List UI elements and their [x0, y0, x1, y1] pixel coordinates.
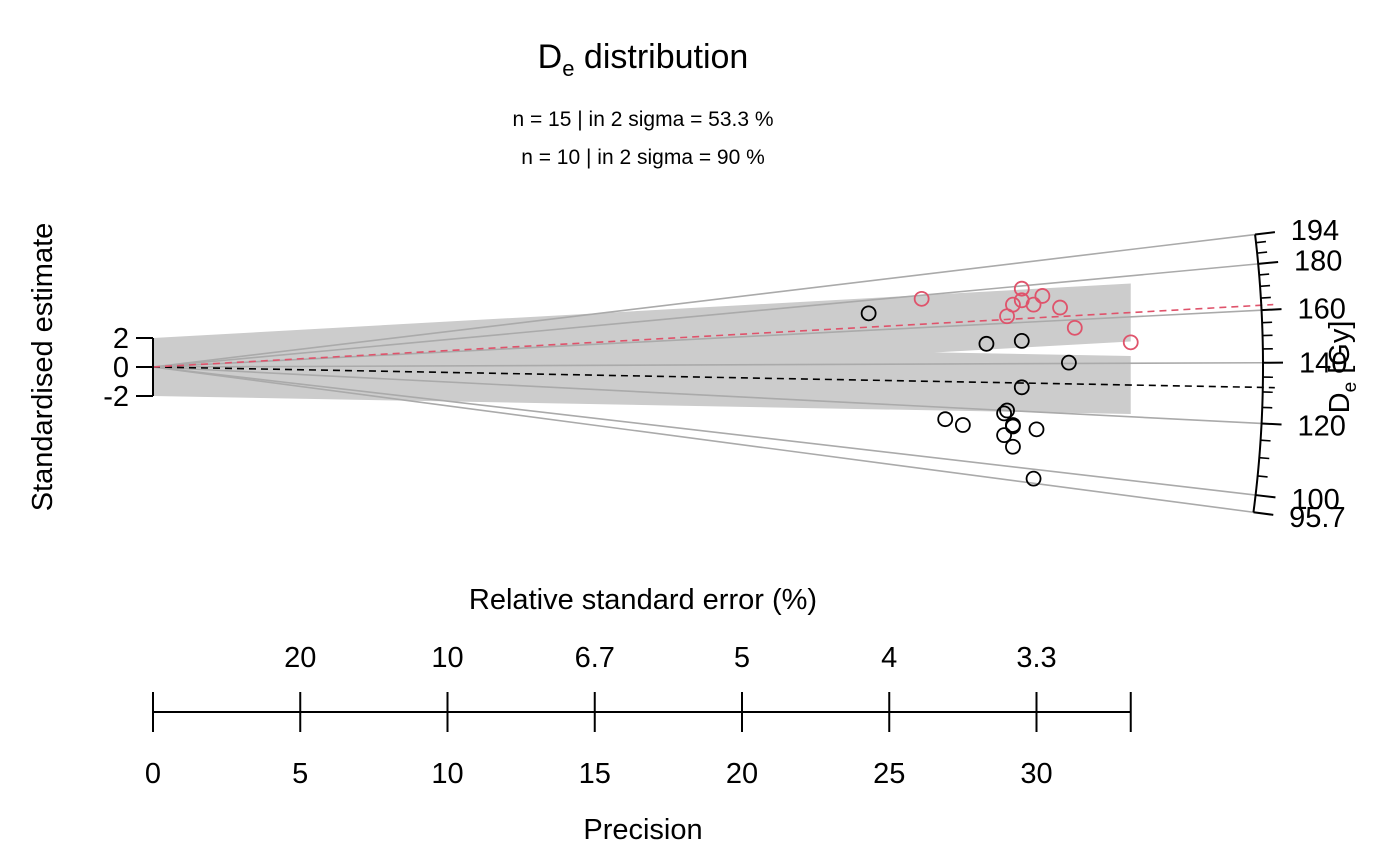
- data-point: [937, 411, 954, 428]
- central-value-lines: [152, 303, 1275, 389]
- de-tick-label: 100: [1291, 484, 1339, 516]
- y-tick-label: 2: [113, 323, 129, 355]
- de-tick-minor: [1257, 251, 1268, 254]
- de-tick-label: 194: [1291, 215, 1339, 247]
- standardised-axis: 20-2: [103, 323, 154, 413]
- reference-line-160: [152, 309, 1262, 368]
- de-tick-minor: [1260, 439, 1271, 442]
- z-axis-label: De [Gy]: [1324, 321, 1361, 414]
- data-point: [954, 417, 971, 433]
- title-rest: distribution: [574, 38, 748, 76]
- rse-tick-label: 10: [431, 642, 463, 674]
- chart-title: De distribution: [538, 38, 749, 81]
- reference-line-120: [152, 366, 1262, 425]
- data-point: [999, 402, 1015, 419]
- x-tick-label: 15: [579, 758, 611, 790]
- x-tick-label: 10: [431, 758, 463, 790]
- data-point: [1005, 438, 1021, 455]
- y-tick-label: -2: [103, 381, 129, 413]
- data-point: [1028, 421, 1045, 438]
- data-point: [1013, 332, 1030, 349]
- band-group-2: [153, 283, 1131, 396]
- de-tick-label: 95.7: [1289, 502, 1345, 534]
- x-tick-label: 5: [292, 758, 308, 790]
- data-point: [913, 290, 930, 307]
- data-point: [1066, 319, 1083, 336]
- de-tick-major: [1254, 231, 1276, 236]
- precision-axis-label: Precision: [583, 814, 702, 846]
- de-tick-major: [1258, 261, 1279, 265]
- de-arc: [1252, 234, 1264, 513]
- rse-axis-label: Relative standard error (%): [469, 584, 817, 616]
- data-point: [996, 427, 1013, 444]
- data-point: [999, 308, 1015, 325]
- de-tick-minor: [1260, 284, 1271, 288]
- rse-tick-label: 3.3: [1016, 642, 1056, 674]
- y-tick-label: 0: [113, 352, 129, 384]
- data-point: [978, 335, 995, 352]
- reference-line-140: [152, 361, 1263, 368]
- data-point: [996, 405, 1013, 422]
- reference-lines: [152, 233, 1263, 514]
- de-tick-major: [1253, 511, 1274, 516]
- de-tick-label: 180: [1294, 246, 1342, 278]
- central-line-group-1: [152, 366, 1275, 389]
- title-main: D: [538, 38, 563, 76]
- data-point: [1025, 296, 1042, 313]
- z-label-rest: [Gy]: [1324, 321, 1356, 382]
- de-tick-minor: [1255, 240, 1267, 244]
- de-tick-major: [1261, 308, 1282, 312]
- data-point: [1005, 418, 1021, 435]
- reference-line-95.7: [152, 366, 1254, 514]
- rse-tick-label: 5: [734, 642, 750, 674]
- reference-line-194: [152, 233, 1256, 368]
- de-tick-minor: [1259, 456, 1270, 460]
- data-point: [1034, 288, 1051, 304]
- rse-tick-label: 20: [284, 642, 316, 674]
- data-point: [1122, 334, 1139, 351]
- de-tick-minor: [1260, 296, 1271, 299]
- data-point: [1052, 299, 1068, 316]
- central-line-group-2: [152, 303, 1274, 368]
- z-label-subscript: e: [1340, 382, 1361, 393]
- de-tick-minor: [1257, 475, 1268, 478]
- x-tick-label: 20: [726, 758, 758, 790]
- title-subscript: e: [562, 56, 574, 81]
- rse-tick-label: 4: [881, 642, 897, 674]
- de-tick-major: [1255, 494, 1276, 499]
- x-tick-label: 25: [873, 758, 905, 790]
- x-tick-label: 30: [1020, 758, 1052, 790]
- data-point: [1013, 280, 1030, 297]
- data-point: [860, 305, 877, 322]
- reference-line-180: [152, 263, 1259, 368]
- de-tick-label: 120: [1298, 410, 1346, 442]
- de-tick-label: 140: [1299, 348, 1347, 380]
- stats-group2: n = 10 | in 2 sigma = 90 %: [521, 146, 765, 169]
- stats-group1: n = 15 | in 2 sigma = 53.3 %: [512, 108, 773, 131]
- precision-axis: 0 5 10 15 20 25 30 20 10 6.7 5 4 3.3: [145, 642, 1132, 790]
- data-point: [1060, 354, 1077, 371]
- z-label-main: D: [1324, 392, 1356, 413]
- x-tick-label: 0: [145, 758, 161, 790]
- reference-line-100: [152, 366, 1256, 496]
- data-point: [1013, 379, 1030, 396]
- data-point: [1025, 470, 1042, 487]
- de-tick-minor: [1259, 273, 1270, 276]
- rse-tick-label: 6.7: [575, 642, 615, 674]
- data-points: [860, 280, 1139, 487]
- y-axis-label: Standardised estimate: [27, 223, 59, 512]
- de-tick-major: [1261, 422, 1282, 426]
- de-tick-label: 160: [1297, 293, 1345, 325]
